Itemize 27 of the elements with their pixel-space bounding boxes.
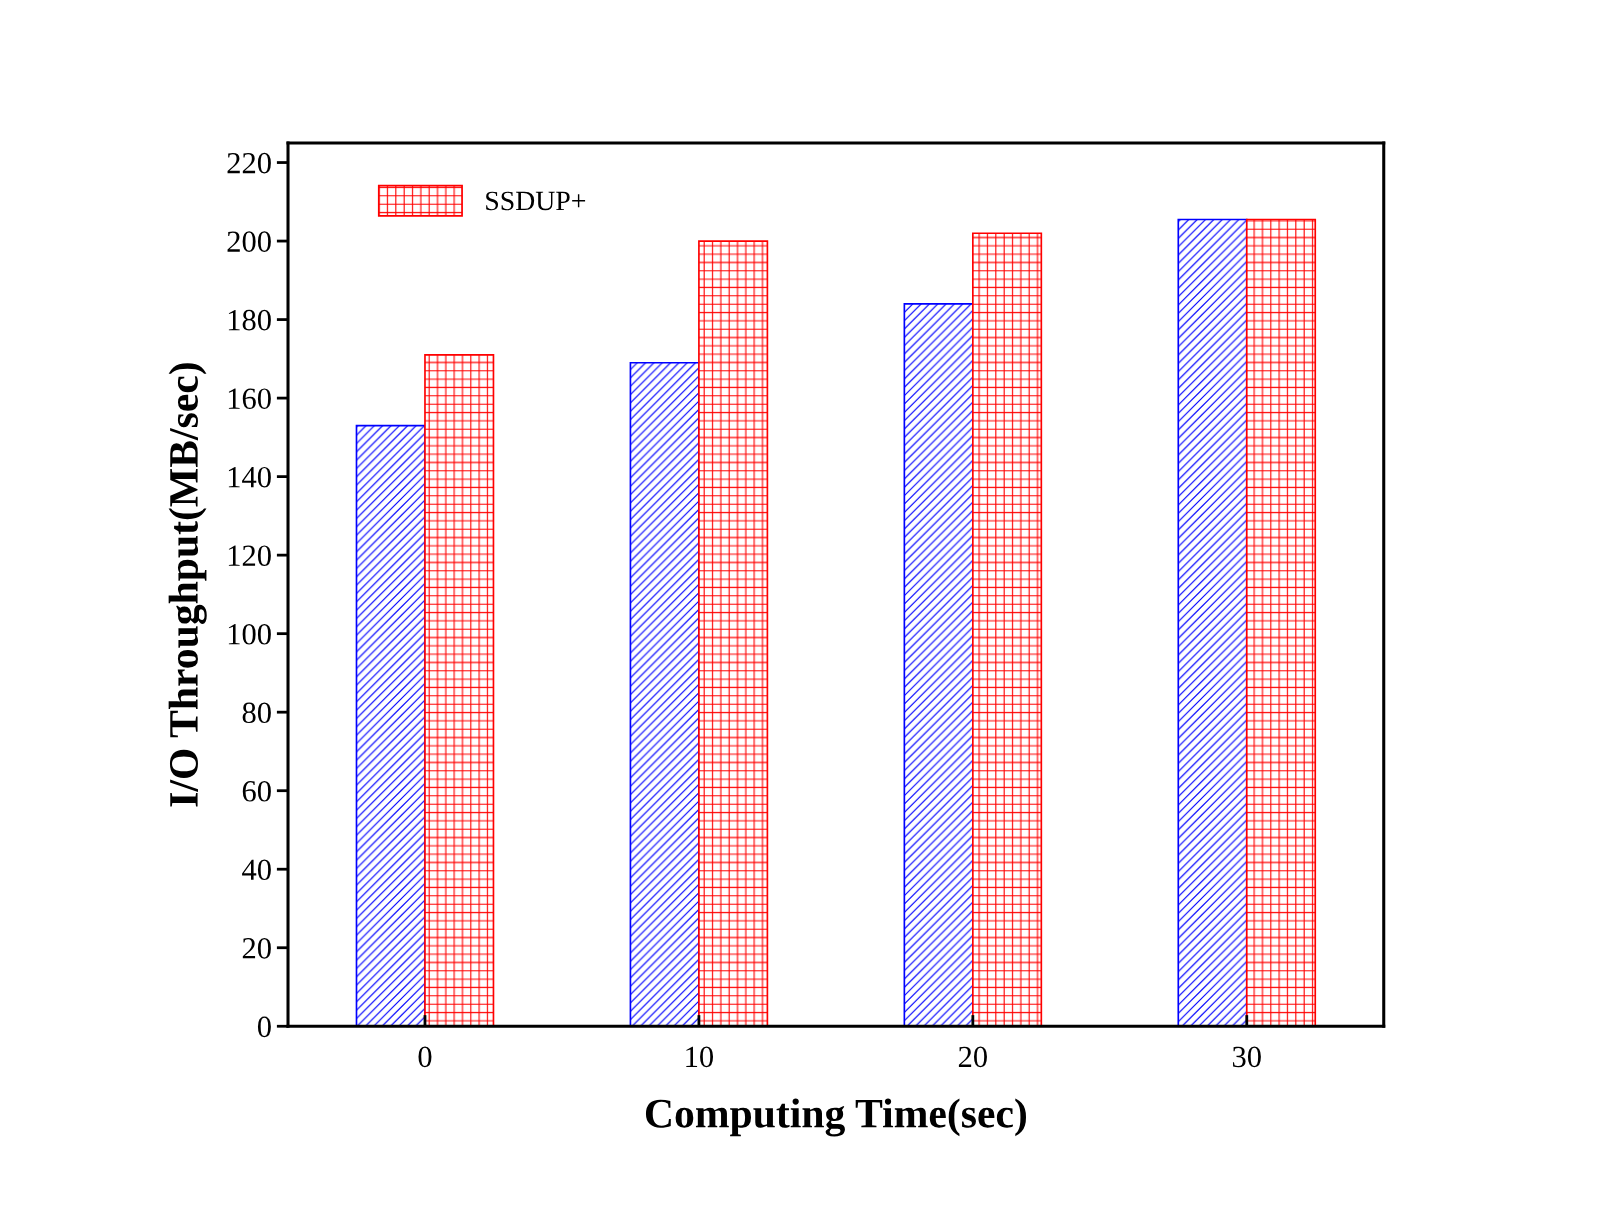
y-tick-label: 60	[242, 780, 271, 802]
y-tick-label: 40	[242, 859, 271, 881]
legend-label: SSDUP+	[486, 191, 586, 211]
x-axis-title: Computing Time(sec)	[645, 1098, 1027, 1137]
x-tick-label: 0	[418, 1046, 432, 1068]
y-tick-label: 100	[228, 623, 271, 645]
x-tick-label: 20	[958, 1046, 987, 1068]
y-tick-label: 140	[228, 466, 271, 488]
bar	[355, 424, 426, 1027]
y-axis-title: I/O Throughput(MB/sec)	[168, 363, 207, 807]
bar	[1177, 218, 1248, 1027]
y-tick-label: 180	[228, 309, 271, 331]
y-tick-label: 220	[227, 152, 271, 174]
y-tick-label: 160	[228, 388, 271, 409]
bar	[903, 303, 974, 1027]
bar	[972, 232, 1043, 1027]
y-tick-label: 0	[257, 1016, 271, 1038]
bar	[424, 354, 495, 1027]
y-tick-label: 80	[242, 702, 271, 724]
x-tick-label: 10	[686, 1046, 714, 1068]
y-tick-label: 200	[227, 231, 271, 252]
bar	[698, 240, 769, 1027]
bar	[629, 361, 700, 1027]
y-tick-label: 120	[228, 545, 271, 567]
y-tick-label: 20	[242, 938, 271, 959]
bar	[1245, 218, 1317, 1027]
x-tick-label: 30	[1232, 1046, 1261, 1068]
